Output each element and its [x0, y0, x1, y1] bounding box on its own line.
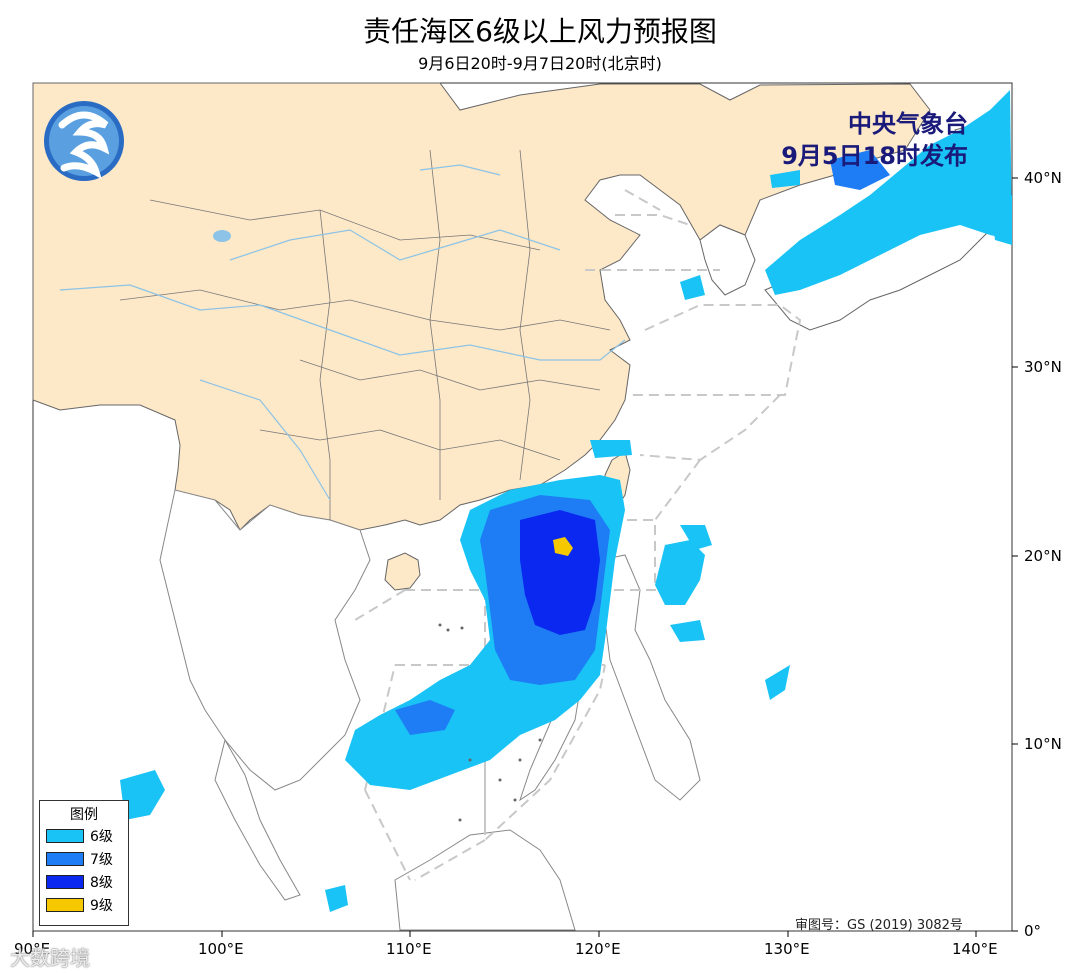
rivers [59, 164, 626, 501]
lat-label-0: 0° [1024, 922, 1042, 940]
legend-label-7: 7级 [90, 851, 113, 868]
qinghai-lake [213, 230, 231, 242]
legend-swatch-7 [46, 851, 84, 866]
lon-label-120: 120°E [575, 940, 621, 958]
issuer-block: 中央气象台 9月5日18时发布 [781, 108, 968, 172]
indochina [159, 489, 371, 791]
legend-item-7: 7级 [40, 847, 128, 870]
china-land [32, 82, 931, 531]
lon-label-140: 140°E [952, 940, 998, 958]
cma-logo-icon [44, 101, 124, 181]
malay-peninsula [214, 738, 301, 901]
map-subtitle: 9月6日20时-9月7日20时(北京时) [418, 54, 662, 73]
legend-label-6: 6级 [90, 828, 113, 845]
legend-swatch-6 [46, 828, 84, 843]
wind-level-9-regions [553, 537, 573, 556]
legend-label-9: 9级 [90, 897, 113, 914]
issue-time: 9月5日18时发布 [781, 142, 968, 170]
lat-tick-marks [1012, 177, 1018, 932]
borneo [394, 829, 576, 931]
lon-label-90: 90°E [14, 940, 51, 958]
philippines [599, 554, 701, 801]
hainan-island [384, 552, 421, 591]
reef-islands [438, 623, 542, 822]
issuer-name: 中央气象台 [848, 110, 968, 138]
legend-swatch-9 [46, 897, 84, 912]
lat-label-10: 10°N [1024, 735, 1062, 753]
province-boundaries [119, 149, 611, 520]
watermark-text: 大数跨境 [10, 946, 90, 970]
legend-item-8: 8级 [40, 870, 128, 893]
lat-label-20: 20°N [1024, 547, 1062, 565]
lon-label-100: 100°E [198, 940, 244, 958]
legend: 图例 6级 7级 8级 9级 [39, 800, 129, 926]
lat-label-40: 40°N [1024, 169, 1062, 187]
lon-label-130: 130°E [764, 940, 810, 958]
legend-swatch-8 [46, 874, 84, 889]
korea-peninsula [699, 224, 756, 296]
lon-label-110: 110°E [386, 940, 432, 958]
wind-level-8-regions [520, 510, 600, 635]
legend-label-8: 8级 [90, 874, 113, 891]
legend-item-6: 6级 [40, 824, 128, 847]
legend-title: 图例 [70, 807, 98, 823]
legend-item-9: 9级 [40, 893, 128, 916]
map-approval-number: 审图号：GS (2019) 3082号 [795, 918, 963, 933]
lat-label-30: 30°N [1024, 358, 1062, 376]
map-title: 责任海区6级以上风力预报图 [363, 15, 717, 48]
lon-tick-marks [32, 931, 977, 937]
